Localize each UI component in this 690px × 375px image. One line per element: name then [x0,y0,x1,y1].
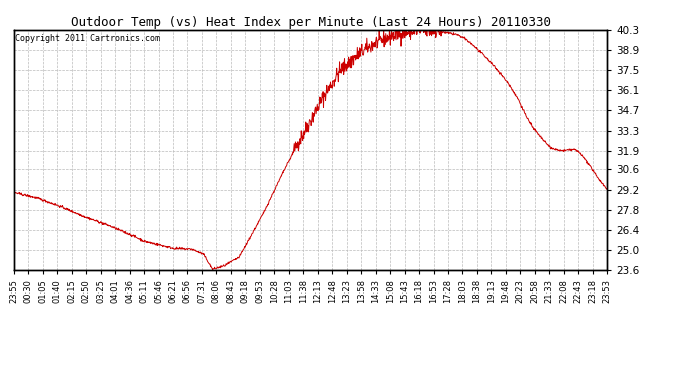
Title: Outdoor Temp (vs) Heat Index per Minute (Last 24 Hours) 20110330: Outdoor Temp (vs) Heat Index per Minute … [70,16,551,29]
Text: Copyright 2011 Cartronics.com: Copyright 2011 Cartronics.com [15,34,160,43]
